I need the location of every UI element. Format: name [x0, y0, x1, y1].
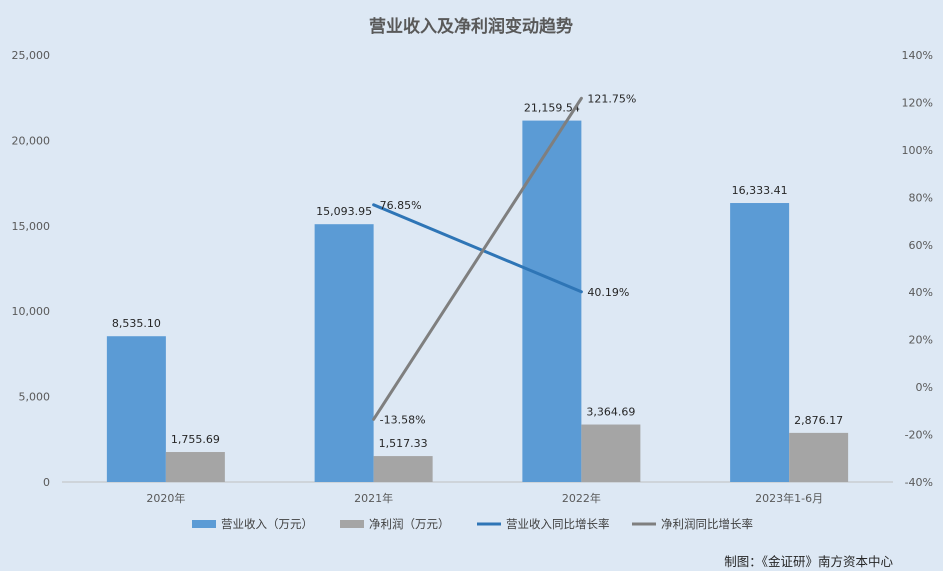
x-tick-label: 2021年 — [354, 491, 393, 505]
bar-net-profit — [373, 456, 433, 482]
y-right-tick-label: -20% — [905, 429, 933, 442]
bar-data-label: 16,333.41 — [732, 184, 788, 197]
legend-revenue-swatch — [192, 520, 216, 528]
bar-data-label: 15,093.95 — [316, 205, 372, 218]
y-left-tick-label: 25,000 — [12, 49, 51, 62]
bar-revenue — [314, 224, 374, 483]
line-data-label: -13.58% — [380, 413, 426, 426]
x-tick-label: 2022年 — [562, 491, 601, 505]
y-right-tick-label: 20% — [909, 334, 933, 347]
bar-net-profit — [581, 424, 641, 482]
legend: 营业收入（万元） 净利润（万元） 营业收入同比增长率 净利润同比增长率 — [192, 517, 753, 531]
y-axis-right: -40% -20% 0% 20% 40% 60% 80% 100% 120% 140% — [902, 49, 933, 489]
y-left-tick-label: 10,000 — [12, 305, 51, 318]
y-left-tick-label: 15,000 — [12, 220, 51, 233]
legend-revenue-growth-label: 营业收入同比增长率 — [506, 517, 610, 531]
line-data-label: 40.19% — [587, 286, 629, 299]
revenue-growth-line — [372, 203, 583, 294]
y-right-tick-label: 0% — [916, 381, 933, 394]
bar-net-profit — [165, 452, 225, 482]
bar-data-label: 1,755.69 — [171, 433, 220, 446]
line-data-label: 76.85% — [380, 199, 422, 212]
y-left-tick-label: 20,000 — [12, 134, 51, 147]
bar-data-label: 2,876.17 — [794, 414, 843, 427]
y-right-tick-label: 100% — [902, 144, 933, 157]
bar-data-label: 21,159.54 — [524, 102, 580, 115]
bar-revenue — [522, 120, 582, 482]
credit-text: 制图：《金证研》南方资本中心 — [724, 554, 893, 569]
y-right-tick-label: 120% — [902, 96, 933, 109]
y-left-tick-label: 5,000 — [19, 391, 51, 404]
y-right-tick-label: 140% — [902, 49, 933, 62]
y-axis-left: 0 5,000 10,000 15,000 20,000 25,000 — [12, 49, 51, 489]
bar-data-label: 8,535.10 — [112, 317, 161, 330]
chart-title: 营业收入及净利润变动趋势 — [369, 16, 573, 37]
legend-net-profit-label: 净利润（万元） — [369, 517, 450, 531]
net-profit-growth-line — [372, 96, 583, 421]
bar-revenue — [106, 336, 166, 482]
bar-series-group: 8,535.10 15,093.95 21,159.54 16,333.41 1,755… — [106, 102, 849, 483]
x-axis-labels: 2020年 2021年 2022年 2023年1-6月 — [146, 491, 823, 505]
legend-net-profit-growth-label: 净利润同比增长率 — [661, 517, 753, 531]
y-right-tick-label: 60% — [909, 239, 933, 252]
bar-revenue — [730, 203, 790, 482]
bar-data-label: 3,364.69 — [586, 406, 635, 419]
y-right-tick-label: -40% — [905, 476, 933, 489]
y-left-tick-label: 0 — [43, 476, 50, 489]
line-data-label: 121.75% — [587, 92, 636, 105]
legend-net-profit-swatch — [340, 520, 364, 528]
x-tick-label: 2023年1-6月 — [755, 491, 823, 505]
bar-data-label: 1,517.33 — [379, 437, 428, 450]
y-right-tick-label: 80% — [909, 191, 933, 204]
y-right-tick-label: 40% — [909, 286, 933, 299]
x-tick-label: 2020年 — [146, 491, 185, 505]
line-series-group: 76.85% 40.19% -13.58% 121.75% — [372, 92, 636, 426]
bar-net-profit — [789, 432, 849, 482]
legend-revenue-label: 营业收入（万元） — [221, 517, 313, 531]
